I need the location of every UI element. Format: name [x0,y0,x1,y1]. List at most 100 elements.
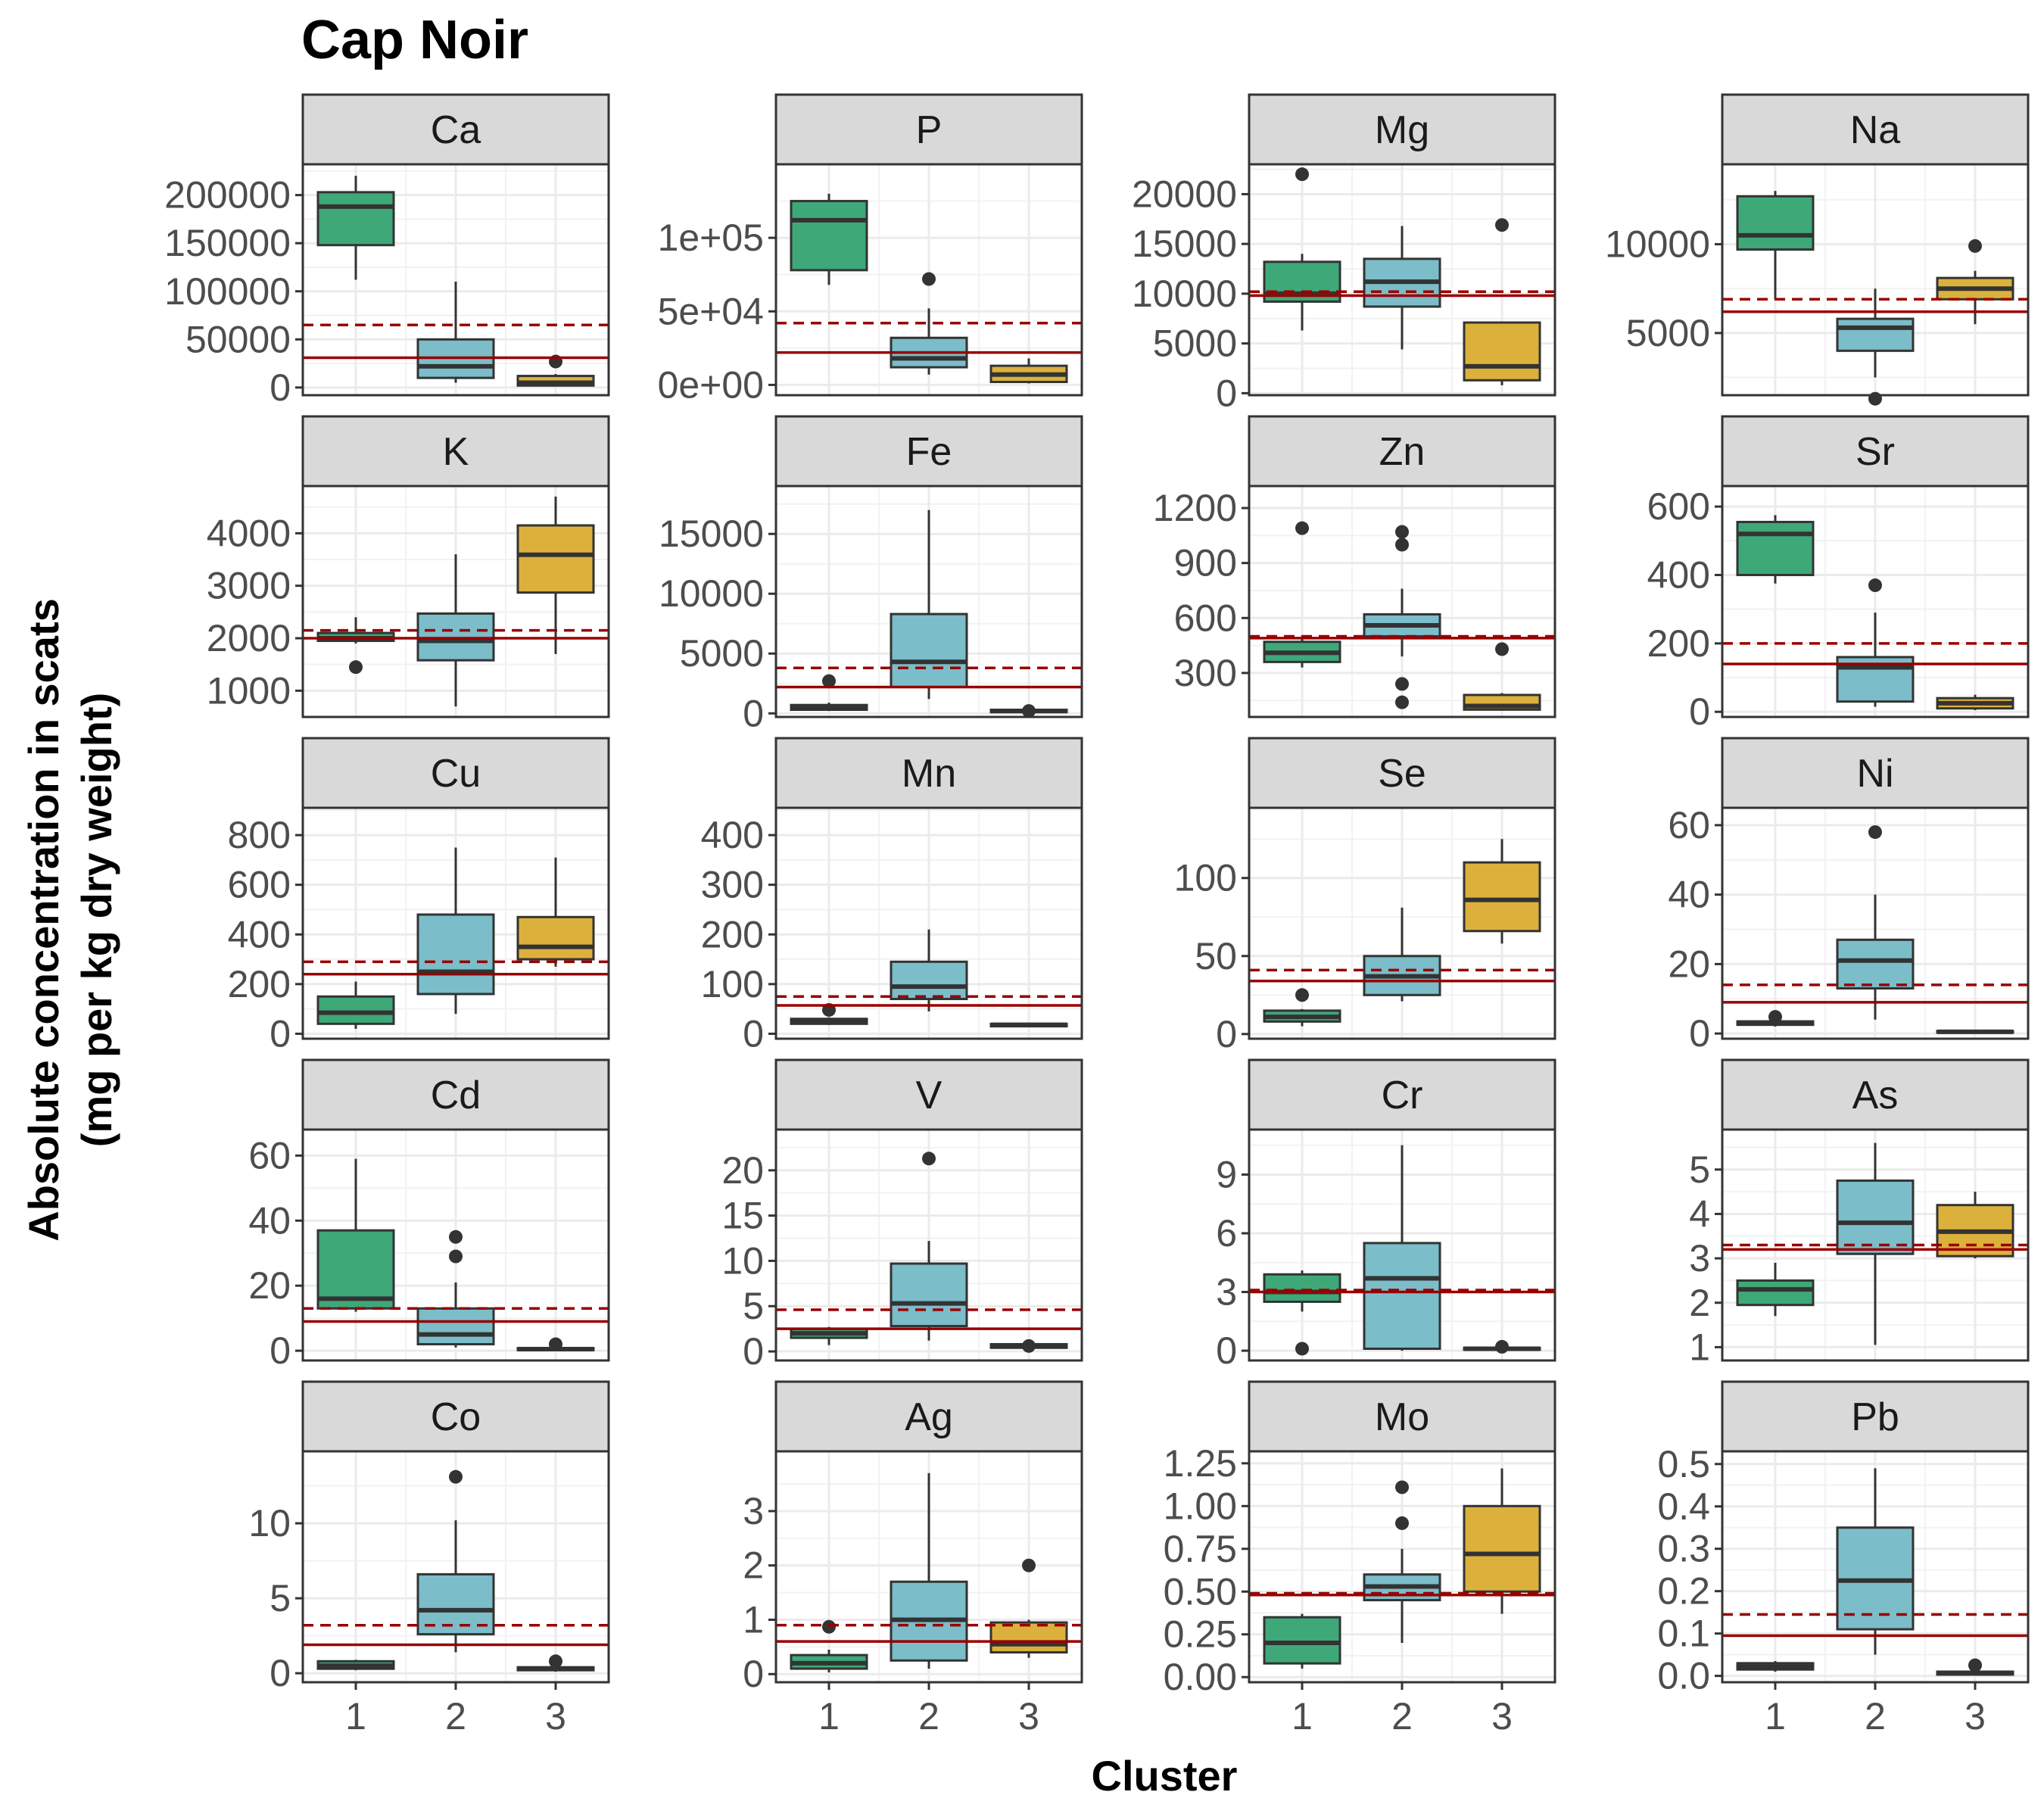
y-tick-label: 3000 [207,565,291,607]
y-tick-label: 6 [1216,1212,1237,1254]
x-tick-label: 3 [1018,1695,1039,1738]
facet-label: Se [1378,752,1426,796]
y-tick-label: 50 [1195,935,1237,977]
y-tick-label: 100 [1174,857,1237,899]
box-cluster-1 [1737,1661,1813,1672]
panel-ag: Ag01231 2 3 [743,1382,1082,1738]
facet-label: Cu [431,752,481,796]
facet-label: Zn [1379,430,1426,474]
y-tick-label: 0.2 [1657,1570,1710,1613]
outlier-point [1395,1480,1409,1494]
y-tick-label: 10000 [1132,273,1237,315]
box-iqr [318,996,394,1024]
facet-label: Co [431,1395,481,1439]
panel-na: Na500010000 [1605,95,2028,406]
box-cluster-1 [1264,1614,1340,1669]
y-tick-label: 0.50 [1164,1570,1237,1613]
outlier-point [549,1654,562,1668]
y-tick-label: 3 [743,1490,764,1532]
facet-label: Fe [906,430,952,474]
y-tick-label: 5 [1689,1148,1710,1191]
y-tick-label: 15000 [659,513,764,555]
panel-zn: Zn 300 600 900 1200 [1153,416,1555,717]
outlier-point [1022,1339,1036,1353]
y-tick-label: 0 [1689,1012,1710,1055]
box-iqr [1837,319,1913,351]
outlier-point [1868,392,1882,406]
box-iqr [1737,1280,1813,1304]
y-tick-label: 2 [743,1544,764,1587]
box-iqr [418,915,494,994]
panel-mn: Mn 0 100 200 300 400 [701,738,1082,1055]
y-tick-label: 10000 [1605,223,1710,266]
box-iqr [518,525,594,593]
x-tick-label: 3 [1491,1695,1513,1738]
y-tick-label: 900 [1174,542,1237,584]
outlier-point [1868,578,1882,592]
outlier-point [1768,1010,1782,1024]
y-tick-label: 20000 [1132,173,1237,215]
y-tick-label: 2000 [207,617,291,659]
facet-label: Pb [1851,1395,1899,1439]
y-tick-label: 3 [1689,1237,1710,1279]
outlier-point [922,1152,936,1165]
y-tick-label: 0 [743,692,764,734]
y-tick-label: 600 [1647,485,1710,528]
y-tick-label: 0.5 [1657,1443,1710,1485]
panel-cu: Cu0200400600800 [228,738,609,1055]
y-tick-label: 0.3 [1657,1528,1710,1570]
x-tick-label: 1 [1292,1695,1313,1738]
x-tick-label: 1 [818,1695,840,1738]
outlier-point [1868,825,1882,839]
panel-sr: Sr 0 200 400 600 [1647,416,2028,733]
x-tick-label: 2 [1391,1695,1413,1738]
y-tick-label: 0 [1216,1013,1237,1055]
panel-cd: Cd 0 20 40 60 [248,1060,609,1372]
box-iqr [518,917,594,959]
y-tick-label: 5000 [680,632,764,675]
outlier-point [1295,522,1309,535]
outlier-point [1022,704,1036,718]
box-cluster-1 [791,194,867,285]
outlier-point [1022,1559,1036,1572]
y-tick-label: 0 [270,1652,291,1694]
y-axis-title: Absolute concentration in scats (mg per … [20,598,120,1242]
y-tick-label: 0 [270,1329,291,1372]
y-tick-label: 15 [721,1195,764,1237]
y-tick-label: 200 [1647,622,1710,665]
y-tick-label: 0.75 [1164,1528,1237,1570]
panel-k: K 1000 2000 3000 4000 [207,416,609,717]
y-tick-label: 60 [248,1134,291,1177]
x-tick-label: 3 [545,1695,566,1738]
outlier-point [1295,1342,1309,1355]
outlier-point [1295,167,1309,181]
facet-label: Mg [1375,108,1429,152]
outlier-point [449,1250,463,1264]
y-tick-label: 600 [1174,597,1237,639]
y-tick-label: 150000 [164,222,291,264]
y-tick-label: 40 [248,1199,291,1242]
outlier-point [349,660,363,674]
y-tick-label: 600 [228,864,291,906]
y-tick-label: 9 [1216,1153,1237,1195]
facet-label: Mn [902,752,956,796]
outlier-point [1395,525,1409,539]
y-tick-label: 400 [228,913,291,955]
y-tick-label: 0 [743,1012,764,1055]
y-tick-label: 1.00 [1164,1485,1237,1527]
y-tick-label: 10 [721,1239,764,1282]
y-tick-label: 0.00 [1164,1656,1237,1698]
box-cluster-1 [1737,515,1813,583]
y-tick-label: 4000 [207,512,291,554]
y-tick-label: 1e+05 [658,217,764,259]
outlier-point [1395,696,1409,709]
y-tick-label: 1200 [1153,487,1237,529]
facet-label: Mo [1375,1395,1429,1439]
outlier-point [1495,218,1509,232]
facet-panels: Ca050000100000150000200000P0e+005e+041e+… [164,95,2028,1738]
panel-mg: Mg05000100001500020000 [1132,95,1555,414]
y-tick-label: 1.25 [1164,1442,1237,1485]
x-tick-label: 1 [1765,1695,1786,1738]
box-iqr [418,1308,494,1344]
